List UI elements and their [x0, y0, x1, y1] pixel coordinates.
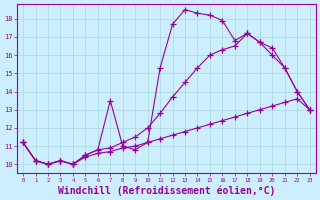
X-axis label: Windchill (Refroidissement éolien,°C): Windchill (Refroidissement éolien,°C)	[58, 185, 275, 196]
